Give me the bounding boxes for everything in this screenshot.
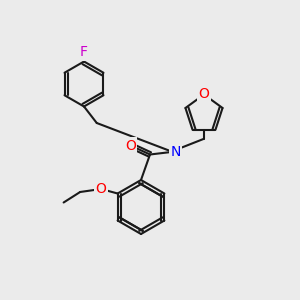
Text: N: N	[170, 145, 181, 158]
Text: O: O	[96, 182, 106, 196]
Text: F: F	[80, 46, 88, 59]
Text: O: O	[125, 139, 136, 152]
Text: O: O	[199, 88, 209, 101]
